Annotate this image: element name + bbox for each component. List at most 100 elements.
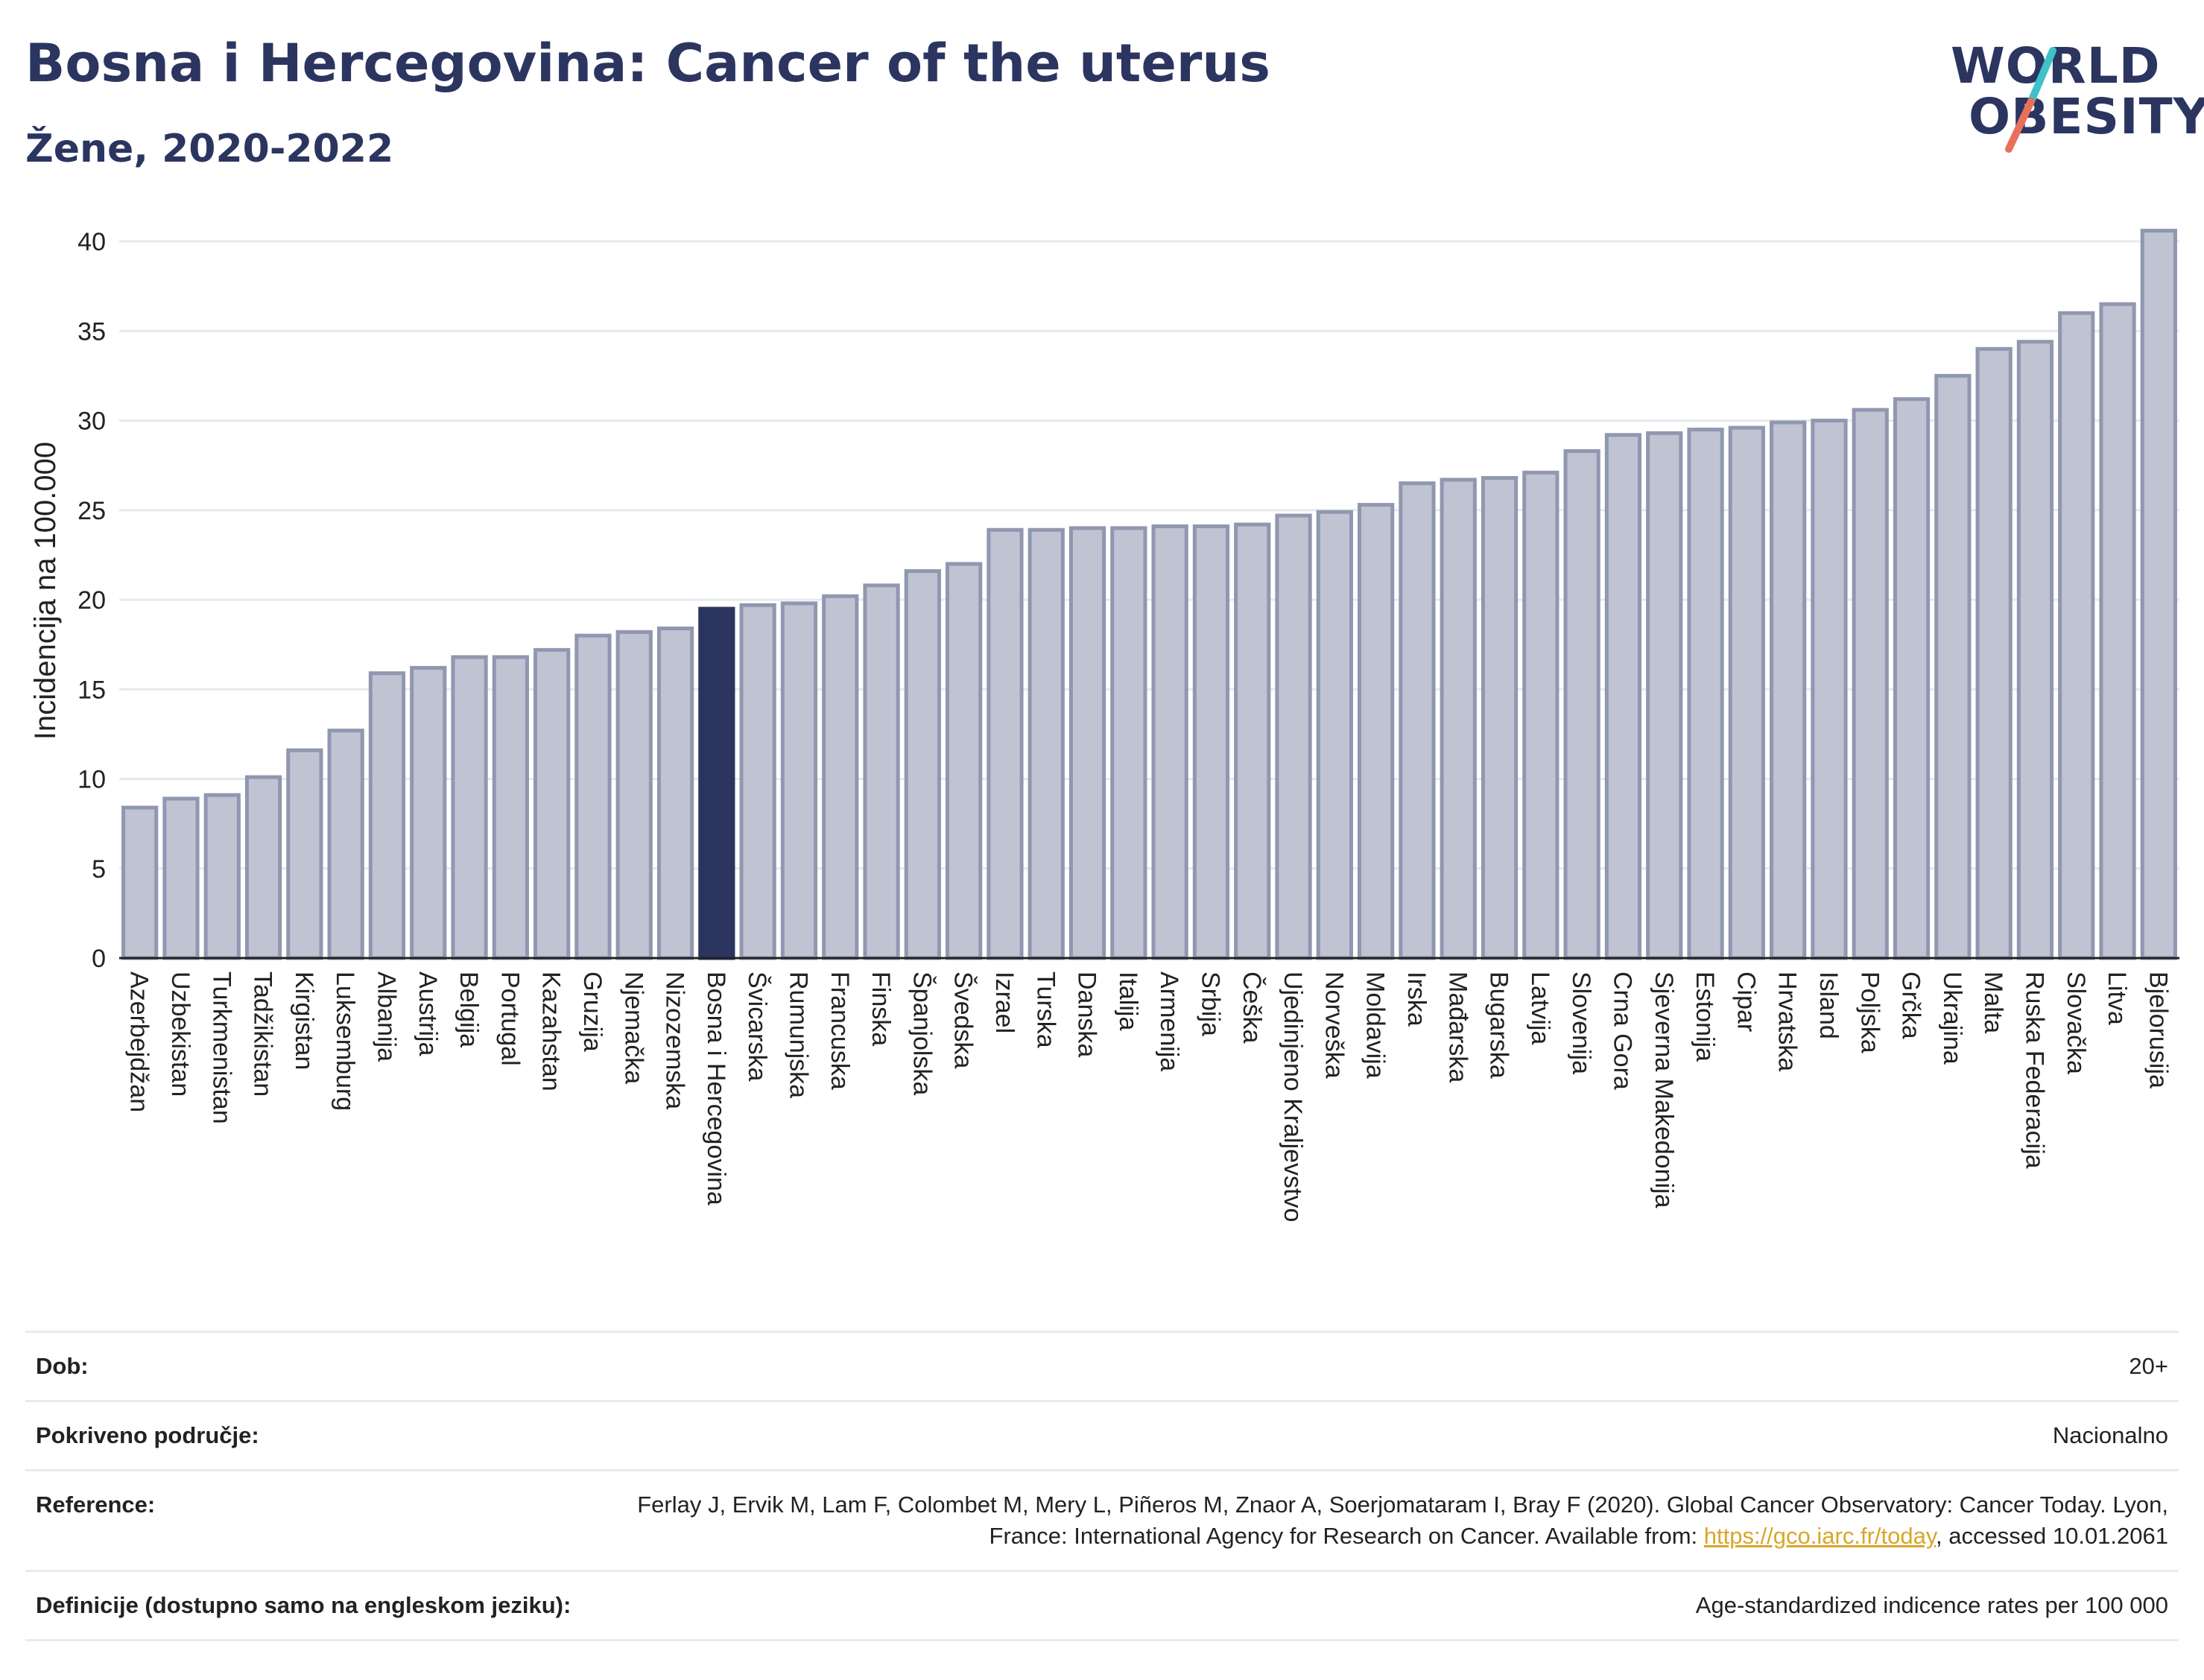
x-tick-label: Litva — [2103, 971, 2131, 1025]
y-axis-ticks: 0 5 10 15 20 25 30 35 40 — [77, 228, 106, 973]
x-tick-label: Grčka — [1897, 971, 1925, 1039]
age-label: Dob: — [36, 1353, 89, 1379]
x-tick-label: Turska — [1031, 971, 1060, 1048]
x-tick-label: Armenija — [1155, 971, 1183, 1071]
bar — [1604, 433, 1642, 960]
bar — [1192, 524, 1230, 960]
logo-line-2: OBESITY — [1969, 88, 2204, 145]
x-tick-label: Italija — [1114, 971, 1142, 1030]
bar — [987, 527, 1024, 960]
x-tick-label: Irska — [1402, 971, 1431, 1027]
bar — [656, 627, 694, 960]
bar — [739, 603, 776, 960]
x-tick-label: Crna Gora — [1608, 971, 1636, 1090]
y-tick-label: 35 — [77, 317, 106, 346]
x-tick-label: Sjeverna Makedonija — [1650, 971, 1678, 1208]
bar — [1316, 510, 1353, 960]
x-tick-label: Belgija — [455, 971, 483, 1047]
bar — [286, 748, 323, 960]
x-tick-label: Danska — [1073, 971, 1101, 1057]
x-tick-label: Ujedinjeno Kraljevstvo — [1279, 971, 1307, 1222]
x-tick-label: Nizozemska — [661, 971, 689, 1109]
meta-row-definition: Definicije (dostupno samo na engleskom j… — [25, 1570, 2179, 1641]
y-tick-label: 5 — [92, 855, 106, 884]
bar — [2140, 229, 2177, 960]
bar — [1399, 481, 1436, 960]
x-tick-label: Austrija — [414, 971, 442, 1056]
x-tick-label: Slovačka — [2062, 971, 2090, 1074]
bar — [121, 805, 159, 960]
x-tick-label: Bosna i Hercegovina — [702, 971, 730, 1205]
bar — [1811, 419, 1848, 960]
bar — [1275, 513, 1312, 960]
x-tick-label: Češka — [1238, 971, 1266, 1043]
x-tick-label: Finska — [867, 971, 895, 1046]
world-obesity-logo: WORLD OBESITY — [1937, 30, 2204, 164]
x-tick-label: Malta — [1979, 971, 2007, 1033]
x-tick-label: Norveška — [1320, 971, 1348, 1079]
bar — [2016, 340, 2054, 960]
x-tick-label: Tadžikistan — [249, 971, 277, 1097]
coverage-value: Nacionalno — [2052, 1422, 2168, 1448]
y-tick-label: 40 — [77, 228, 106, 256]
bar-chart: 0 5 10 15 20 25 30 35 40 Azerbejdžan Uzbekistan Tu… — [29, 228, 2179, 1222]
age-value: 20+ — [2129, 1353, 2168, 1379]
bar — [863, 583, 900, 960]
y-tick-label: 10 — [77, 766, 106, 794]
reference-link[interactable]: https://gco.iarc.fr/today — [1703, 1523, 1937, 1549]
x-tick-label: Mađarska — [1443, 971, 1472, 1083]
bar — [1728, 425, 1765, 960]
bar — [327, 729, 364, 960]
x-tick-label: Rumunjska — [784, 971, 812, 1098]
bar — [1068, 526, 1106, 960]
y-tick-label: 20 — [77, 586, 106, 615]
bar — [244, 775, 282, 960]
x-tick-label: Francuska — [826, 971, 854, 1090]
x-tick-label: Bugarska — [1485, 971, 1513, 1079]
bar — [904, 569, 941, 960]
bar — [1234, 522, 1271, 960]
page-title: Bosna i Hercegovina: Cancer of the uteru… — [25, 33, 1270, 94]
reference-value: Ferlay J, Ervik M, Lam F, Colombet M, Me… — [604, 1489, 2168, 1552]
bar — [1440, 478, 1477, 960]
y-axis-title: Incidencija na 100.000 — [29, 442, 62, 740]
bar-highlight — [698, 606, 735, 960]
bar — [2058, 311, 2095, 960]
x-tick-label: Portugal — [495, 971, 524, 1066]
definition-label: Definicije (dostupno samo na engleskom j… — [36, 1592, 571, 1618]
bar — [1358, 503, 1395, 960]
bar — [1687, 428, 1724, 960]
bar — [203, 793, 241, 960]
meta-row-coverage: Pokriveno područje: Nacionalno — [25, 1400, 2179, 1469]
bar — [1646, 431, 1683, 960]
bar — [533, 647, 571, 960]
coverage-label: Pokriveno područje: — [36, 1422, 259, 1448]
x-axis-labels: Azerbejdžan Uzbekistan Turkmenistan Tadžiki… — [125, 971, 2173, 1222]
x-tick-label: Bjelorusija — [2144, 971, 2172, 1088]
x-tick-label: Njemačka — [619, 971, 647, 1084]
reference-text: Ferlay J, Ervik M, Lam F, Colombet M, Me… — [637, 1492, 2168, 1549]
reference-accessed: , accessed 10.01.2061 — [1936, 1523, 2168, 1549]
bar — [1151, 524, 1188, 960]
bar — [822, 594, 859, 960]
y-tick-label: 25 — [77, 497, 106, 525]
bar — [1934, 373, 1972, 960]
bar — [1770, 420, 1807, 960]
definition-value: Age-standardized indicence rates per 100… — [1695, 1592, 2168, 1618]
x-tick-label: Švedska — [949, 971, 978, 1068]
x-tick-label: Srbija — [1196, 971, 1224, 1036]
x-tick-label: Island — [1814, 971, 1843, 1039]
bar — [1027, 527, 1065, 960]
logo-line-1: WORLD — [1951, 37, 2161, 95]
x-tick-label: Gruzija — [578, 971, 607, 1052]
x-tick-label: Azerbejdžan — [125, 971, 153, 1112]
x-tick-label: Kirgistan — [290, 971, 318, 1070]
y-tick-label: 15 — [77, 676, 106, 704]
bar — [1893, 397, 1931, 960]
x-tick-label: Turkmenistan — [207, 971, 235, 1124]
reference-label: Reference: — [36, 1492, 156, 1518]
bar — [1563, 448, 1600, 960]
bar — [2099, 302, 2136, 960]
page-subtitle: Žene, 2020-2022 — [25, 127, 394, 171]
x-tick-label: Uzbekistan — [166, 971, 194, 1097]
